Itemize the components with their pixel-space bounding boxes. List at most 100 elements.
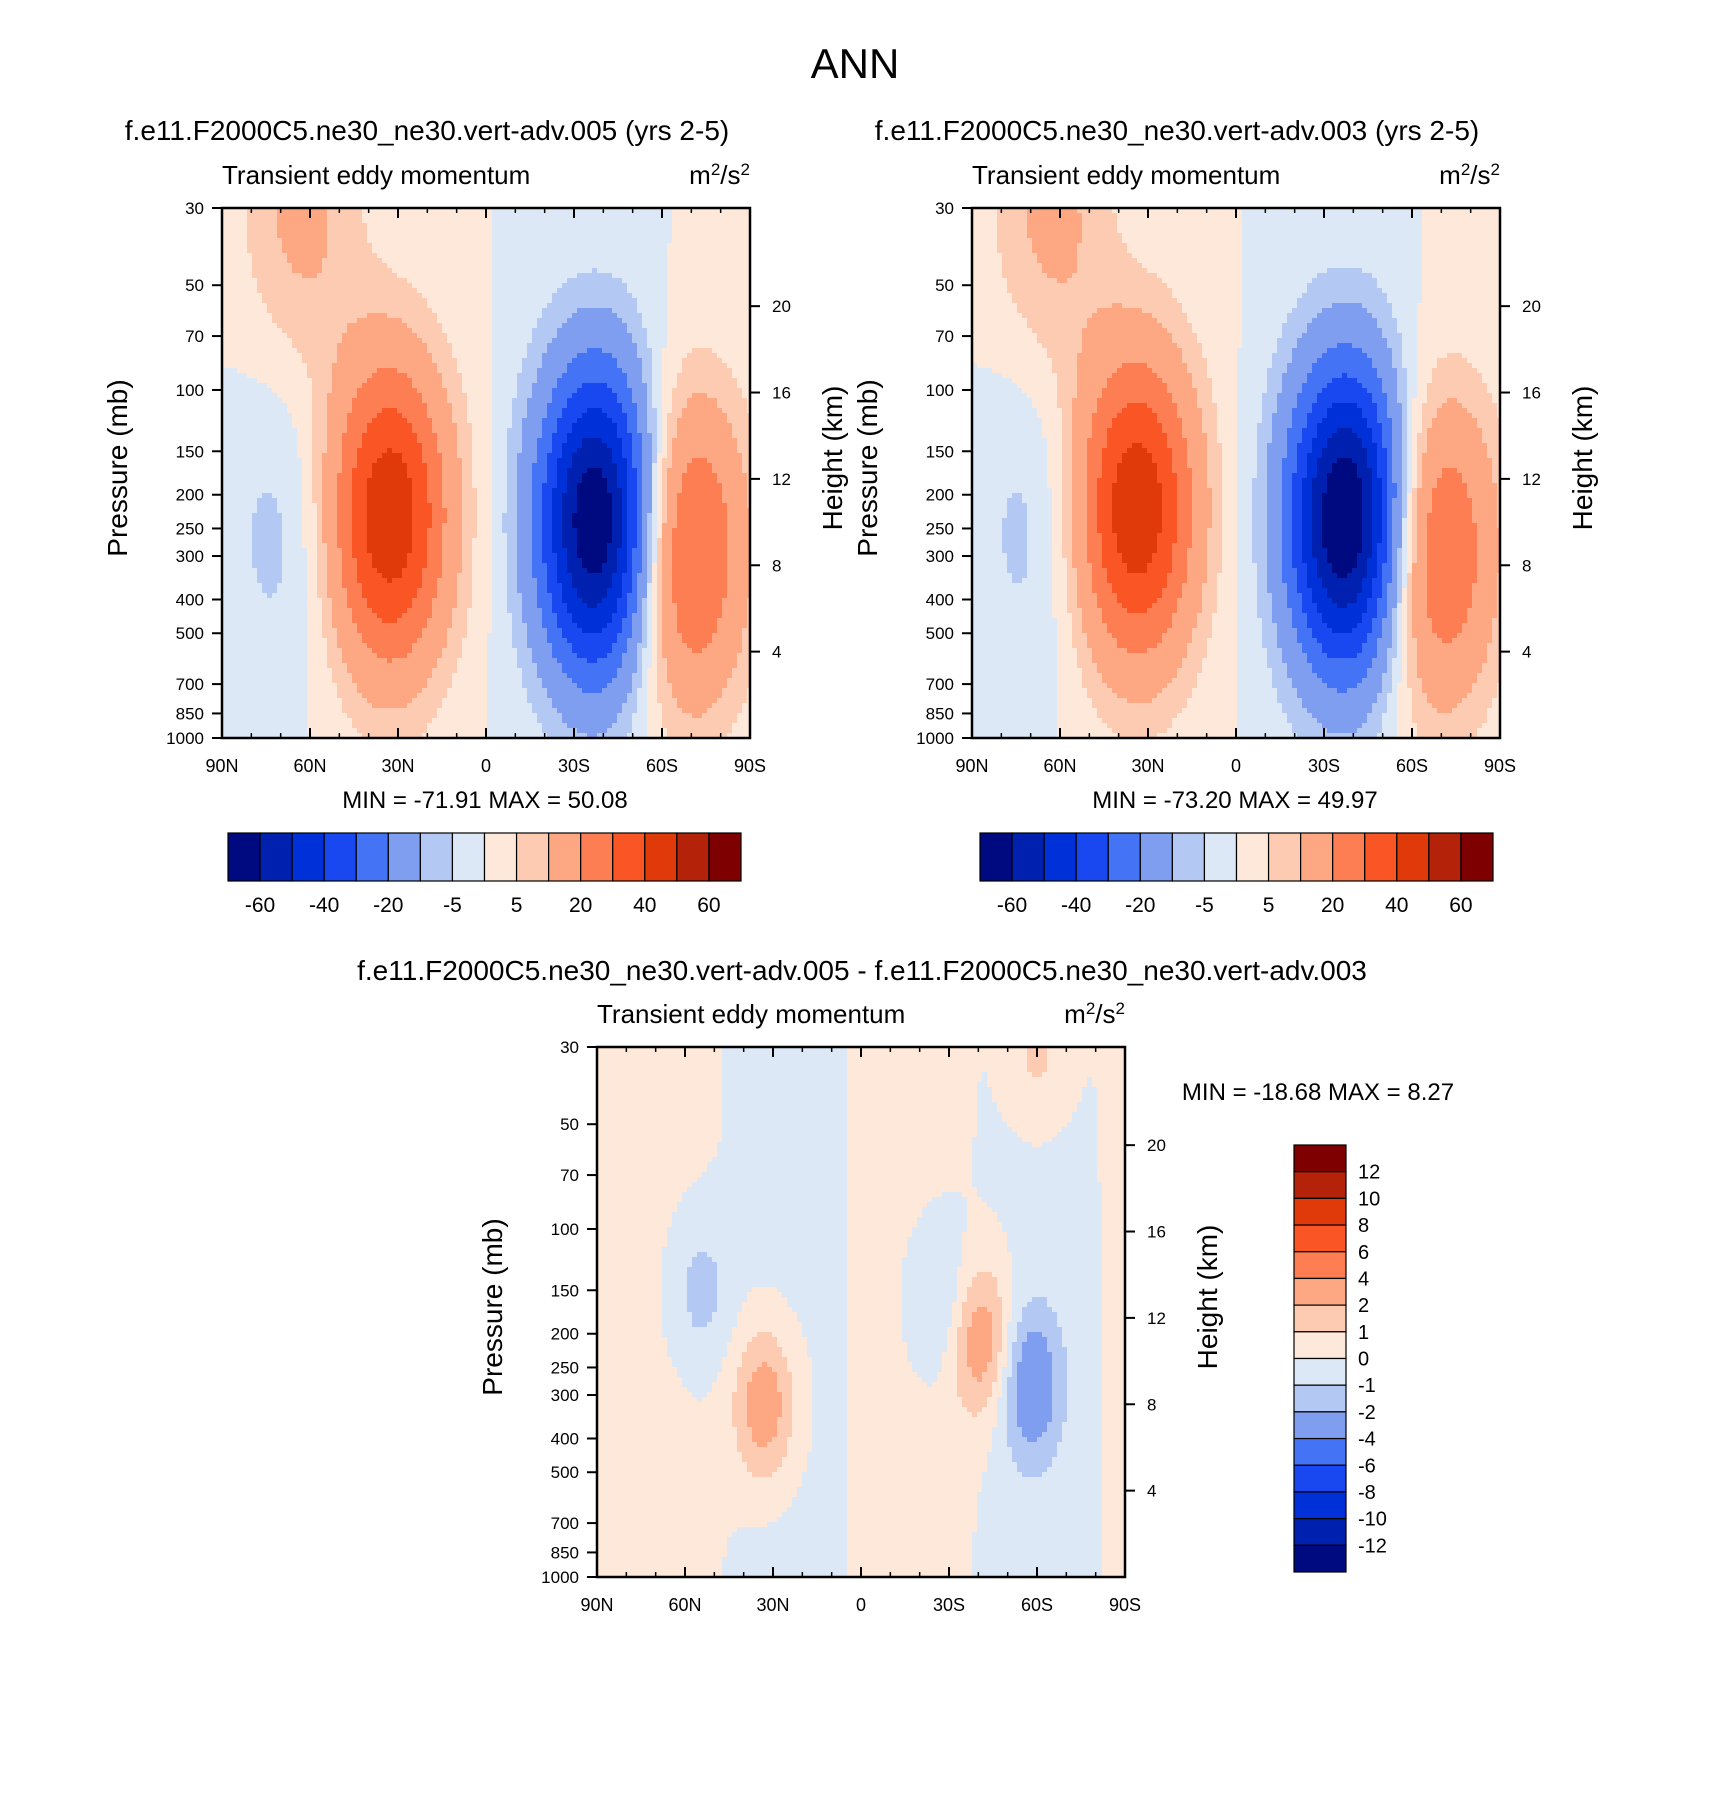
colorbar-box — [1293, 1357, 1347, 1386]
colorbar-label: -40 — [309, 894, 339, 917]
x-tick-label: 0 — [481, 756, 491, 776]
y2-axis-title: Height (km) — [817, 386, 848, 531]
colorbar-box — [515, 832, 550, 882]
colorbar-label: 6 — [1358, 1242, 1369, 1264]
units-label: m2/s2 — [1439, 160, 1500, 191]
contour-field — [222, 208, 750, 738]
y-tick-label: 200 — [176, 486, 204, 505]
colorbar-label: -12 — [1358, 1535, 1387, 1557]
contour-field — [597, 1047, 1125, 1577]
colorbar-box — [1293, 1171, 1347, 1199]
colorbar-box — [1396, 832, 1430, 882]
x-tick-label: 60S — [1396, 756, 1428, 776]
y-tick-label: 1000 — [541, 1568, 579, 1587]
colorbar-box — [580, 832, 614, 882]
y-tick-label: 400 — [551, 1430, 579, 1449]
colorbar-label: -1 — [1358, 1375, 1376, 1397]
y-tick-label: 70 — [185, 327, 204, 346]
min-max-text: MIN = -71.91 MAX = 50.08 — [342, 787, 627, 814]
y-tick-label: 250 — [551, 1358, 579, 1377]
colorbar-box — [1293, 1197, 1347, 1226]
y-tick-label: 850 — [926, 704, 954, 723]
x-tick-label: 30N — [381, 756, 414, 776]
y2-tick-label: 12 — [1147, 1309, 1166, 1328]
y2-tick-label: 16 — [772, 384, 791, 403]
y-tick-label: 150 — [551, 1281, 579, 1300]
y-tick-label: 70 — [560, 1166, 579, 1185]
y-tick-label: 50 — [185, 276, 204, 295]
colorbar-label: 5 — [1263, 894, 1275, 917]
colorbar-label: 20 — [1321, 894, 1344, 917]
colorbar-label: -40 — [1061, 894, 1091, 917]
colorbar-box — [323, 832, 357, 882]
colorbar-label: 12 — [1358, 1162, 1380, 1184]
y-tick-label: 30 — [560, 1038, 579, 1057]
y-tick-label: 300 — [176, 547, 204, 566]
colorbar-box — [451, 832, 486, 882]
y-tick-label: 700 — [176, 675, 204, 694]
y2-tick-label: 8 — [1147, 1395, 1156, 1414]
colorbar-box — [1293, 1304, 1347, 1333]
colorbar-label: -60 — [245, 894, 275, 917]
colorbar-label: -5 — [1195, 894, 1214, 917]
y-tick-label: 250 — [926, 519, 954, 538]
colorbar-box — [259, 832, 293, 882]
left-string: Transient eddy momentum — [222, 160, 530, 190]
colorbar-box — [227, 832, 261, 882]
colorbar-box — [548, 832, 582, 882]
left-string: Transient eddy momentum — [597, 999, 905, 1029]
y-tick-label: 300 — [926, 547, 954, 566]
y2-axis-title: Height (km) — [1192, 1225, 1223, 1370]
colorbar-box — [419, 832, 454, 882]
y-tick-label: 150 — [926, 442, 954, 461]
colorbar-label: 40 — [633, 894, 656, 917]
x-tick-label: 60N — [293, 756, 326, 776]
figure-title: ANN — [811, 40, 900, 87]
colorbar-box — [1293, 1437, 1347, 1466]
x-tick-label: 90S — [734, 756, 766, 776]
colorbar-box — [612, 832, 646, 882]
x-tick-label: 30S — [933, 1595, 965, 1615]
colorbar-label: 8 — [1358, 1215, 1369, 1237]
colorbar-box — [387, 832, 421, 882]
y2-axis-title: Height (km) — [1567, 386, 1598, 531]
colorbar-label: -8 — [1358, 1482, 1376, 1504]
y-axis-title: Pressure (mb) — [477, 1218, 508, 1395]
y-tick-label: 100 — [551, 1220, 579, 1239]
colorbar-box — [355, 832, 389, 882]
y2-tick-label: 12 — [772, 470, 791, 489]
colorbar-box — [1364, 832, 1398, 882]
colorbar-label: 2 — [1358, 1295, 1369, 1317]
colorbar-box — [1267, 832, 1302, 882]
panel-top-right: f.e11.F2000C5.ne30_ne30.vert-adv.003 (yr… — [852, 115, 1598, 917]
panel-title: f.e11.F2000C5.ne30_ne30.vert-adv.005 - f… — [357, 955, 1367, 986]
colorbar-box — [1293, 1277, 1347, 1306]
colorbar-label: -20 — [1125, 894, 1155, 917]
y-tick-label: 700 — [551, 1514, 579, 1533]
colorbar-box — [1293, 1224, 1347, 1253]
colorbar-label: 5 — [511, 894, 523, 917]
panel-title: f.e11.F2000C5.ne30_ne30.vert-adv.005 (yr… — [125, 115, 729, 146]
units-label: m2/s2 — [689, 160, 750, 191]
colorbar-box — [1293, 1144, 1347, 1173]
colorbar-box — [1011, 832, 1045, 882]
x-tick-label: 0 — [1231, 756, 1241, 776]
x-tick-label: 30S — [1308, 756, 1340, 776]
colorbar-label: -6 — [1358, 1455, 1376, 1477]
colorbar-box — [1235, 832, 1270, 882]
colorbar-box — [1293, 1518, 1347, 1546]
y-tick-label: 100 — [926, 381, 954, 400]
x-tick-label: 60S — [1021, 1595, 1053, 1615]
x-tick-label: 90S — [1484, 756, 1516, 776]
colorbar-box — [1203, 832, 1238, 882]
panel-difference: f.e11.F2000C5.ne30_ne30.vert-adv.005 - f… — [357, 955, 1454, 1615]
y-axis-title: Pressure (mb) — [102, 379, 133, 556]
min-max-text: MIN = -18.68 MAX = 8.27 — [1182, 1079, 1454, 1106]
y-tick-label: 500 — [176, 624, 204, 643]
y-tick-label: 200 — [551, 1325, 579, 1344]
y2-tick-label: 4 — [772, 643, 781, 662]
colorbar-box — [1293, 1384, 1347, 1413]
y2-tick-label: 8 — [1522, 556, 1531, 575]
panel-title: f.e11.F2000C5.ne30_ne30.vert-adv.003 (yr… — [875, 115, 1479, 146]
